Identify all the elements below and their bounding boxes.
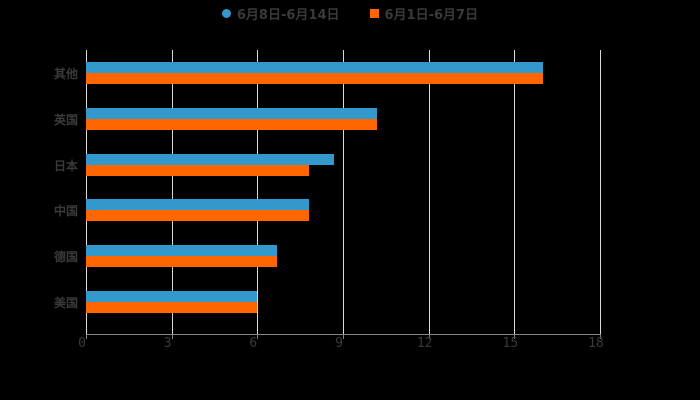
bar[interactable] (86, 245, 278, 257)
x-axis-line (86, 334, 600, 335)
bar[interactable] (86, 210, 309, 222)
y-category-label: 中国 (53, 204, 78, 219)
x-tick (514, 334, 516, 339)
x-tick (86, 334, 87, 339)
y-category-label: 美国 (53, 296, 78, 310)
plot-area (86, 50, 601, 339)
y-category-label: 英国 (53, 112, 78, 127)
bar[interactable] (86, 256, 278, 268)
legend-label: 6月8日-6月14日 (236, 7, 340, 23)
bar[interactable] (86, 153, 335, 165)
y-category-label: 德国 (53, 250, 78, 265)
y-category-label: 日本 (53, 158, 78, 173)
gridline (86, 50, 87, 334)
gridline (343, 50, 344, 334)
x-tick-label: 0 (78, 336, 86, 351)
x-tick (428, 334, 430, 339)
x-tick-label: 18 (588, 336, 604, 351)
x-tick-label: 9 (335, 336, 343, 351)
bar[interactable] (86, 199, 309, 211)
x-tick (171, 334, 173, 339)
gridline (600, 50, 601, 334)
bar[interactable] (86, 62, 543, 73)
bar[interactable] (86, 118, 378, 130)
chart-legend: 6月8日-6月14日 6月1日-6月7日 (0, 4, 700, 23)
x-tick (343, 334, 344, 339)
legend-item-series-2[interactable]: 6月1日-6月7日 (369, 4, 479, 23)
x-tick (600, 334, 601, 339)
x-tick (257, 334, 259, 339)
bar[interactable] (86, 73, 543, 84)
bar[interactable] (86, 291, 258, 302)
x-tick-label: 6 (249, 336, 258, 351)
x-tick-label: 3 (163, 336, 172, 351)
legend-item-series-1[interactable]: 6月8日-6月14日 (221, 4, 340, 23)
square-marker-icon (369, 8, 379, 18)
gridline (171, 50, 173, 334)
circle-marker-icon (221, 8, 231, 18)
bar[interactable] (86, 302, 258, 313)
x-tick-label: 12 (416, 336, 433, 351)
gridline (257, 50, 259, 334)
x-tick-label: 15 (502, 336, 519, 351)
gridline (514, 50, 516, 334)
legend-label: 6月1日-6月7日 (384, 7, 479, 23)
bar[interactable] (86, 107, 378, 119)
bar[interactable] (86, 164, 309, 176)
gridline (428, 50, 430, 334)
y-category-label: 其他 (53, 67, 78, 81)
